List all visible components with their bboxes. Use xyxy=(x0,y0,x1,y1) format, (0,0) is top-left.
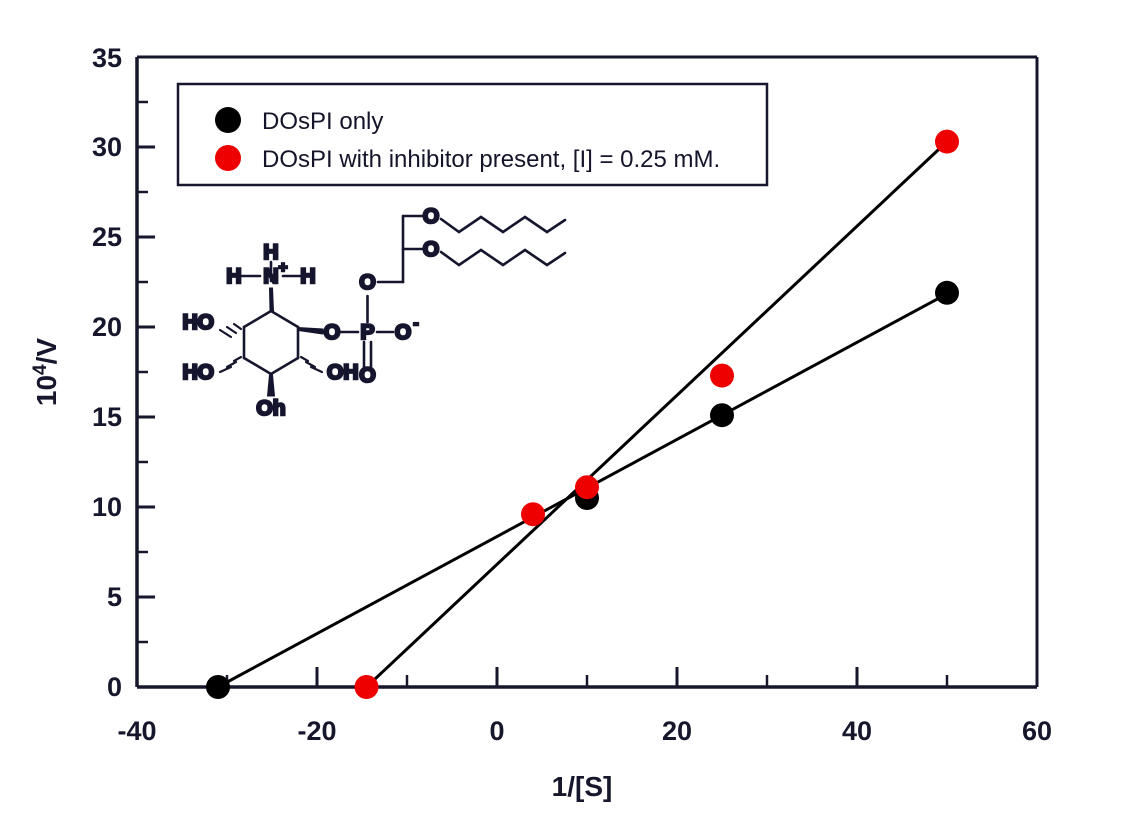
glycerol-backbone xyxy=(376,214,426,284)
y-tick-label-10: 10 xyxy=(92,492,122,522)
atom-label-ho-lower-left: HO xyxy=(183,361,215,384)
legend-item-dospi-only[interactable]: DOsPI only xyxy=(215,107,383,135)
legend-box xyxy=(176,82,769,187)
y-tick-label-5: 5 xyxy=(107,582,122,612)
atom-label-h-right: H xyxy=(300,265,315,288)
x-tick-label-neg20: -20 xyxy=(297,716,336,746)
atom-label-ho-upper-left: HO xyxy=(183,311,215,334)
atom-label-o-anion: O xyxy=(395,321,411,344)
y-axis-tick-labels: 0 5 10 15 20 25 30 35 xyxy=(92,43,122,702)
atom-label-h-left: H xyxy=(226,265,241,288)
y-tick-label-30: 30 xyxy=(92,132,122,162)
x-axis-tick-labels: -40 -20 0 20 40 60 xyxy=(117,716,1052,746)
atom-label-n: N xyxy=(263,265,278,288)
hydroxyl-bonds xyxy=(218,322,324,397)
y-axis-title-exponent: 4 xyxy=(30,364,51,375)
x-axis-title: 1/[S] xyxy=(552,771,613,802)
fit-line-dospi-inhibitor xyxy=(365,140,949,689)
x-tick-label-20: 20 xyxy=(662,716,692,746)
legend-label-dospi-inhibitor: DOsPI with inhibitor present, [I] = 0.25… xyxy=(262,146,720,173)
svg-text:104/V: 104/V xyxy=(30,338,62,407)
x-tick-label-neg40: -40 xyxy=(117,716,156,746)
atom-label-plus-charge: + xyxy=(279,259,288,276)
y-axis-title-suffix: /V xyxy=(31,338,62,365)
data-point xyxy=(710,403,734,428)
y-tick-label-35: 35 xyxy=(92,43,122,73)
y-axis-ticks xyxy=(137,55,155,689)
data-point xyxy=(935,280,959,305)
data-point xyxy=(710,363,734,388)
legend: DOsPI only DOsPI with inhibitor present,… xyxy=(176,82,769,187)
phosphate-group xyxy=(297,294,395,369)
x-tick-label-40: 40 xyxy=(842,716,872,746)
x-tick-label-0: 0 xyxy=(489,716,504,746)
legend-label-dospi-only: DOsPI only xyxy=(262,108,383,135)
data-point xyxy=(354,675,379,699)
x-tick-label-60: 60 xyxy=(1022,716,1052,746)
inositol-ring xyxy=(242,309,300,376)
atom-label-o-ether-bottom: O xyxy=(423,238,439,261)
y-tick-label-0: 0 xyxy=(107,672,122,702)
atom-label-h-top: H xyxy=(263,241,278,264)
series-points-dospi-inhibitor xyxy=(354,129,959,699)
molecular-structure-inset: H N + H H HO HO xyxy=(181,204,567,421)
y-axis-title: 104/V xyxy=(30,338,62,407)
atom-label-oh-lower-right: OH xyxy=(327,361,359,384)
atom-label-oh-bottom: Oh xyxy=(256,397,285,420)
atom-label-p: P xyxy=(360,321,374,344)
data-point xyxy=(575,475,599,500)
atom-label-minus-charge: - xyxy=(414,315,419,332)
alkyl-chain-bottom xyxy=(439,248,567,267)
y-tick-label-25: 25 xyxy=(92,222,122,252)
atom-label-o-glycerol: O xyxy=(359,271,375,294)
legend-marker-black-circle-icon xyxy=(215,107,241,133)
data-point xyxy=(206,675,230,699)
ammonium-group xyxy=(239,260,302,312)
y-tick-label-20: 20 xyxy=(92,312,122,342)
atom-label-o-ether-top: O xyxy=(423,205,439,228)
atom-label-o-double: O xyxy=(359,364,375,387)
alkyl-chain-top xyxy=(439,215,567,234)
legend-marker-red-circle-icon xyxy=(215,145,241,171)
y-axis-title-base: 10 xyxy=(31,375,62,406)
y-tick-label-15: 15 xyxy=(92,402,122,432)
data-point xyxy=(935,129,959,154)
atom-label-o-ester: O xyxy=(324,321,340,344)
x-axis-title-text: 1/[S] xyxy=(552,771,613,802)
data-point xyxy=(521,502,545,527)
legend-item-dospi-inhibitor[interactable]: DOsPI with inhibitor present, [I] = 0.25… xyxy=(215,145,720,173)
